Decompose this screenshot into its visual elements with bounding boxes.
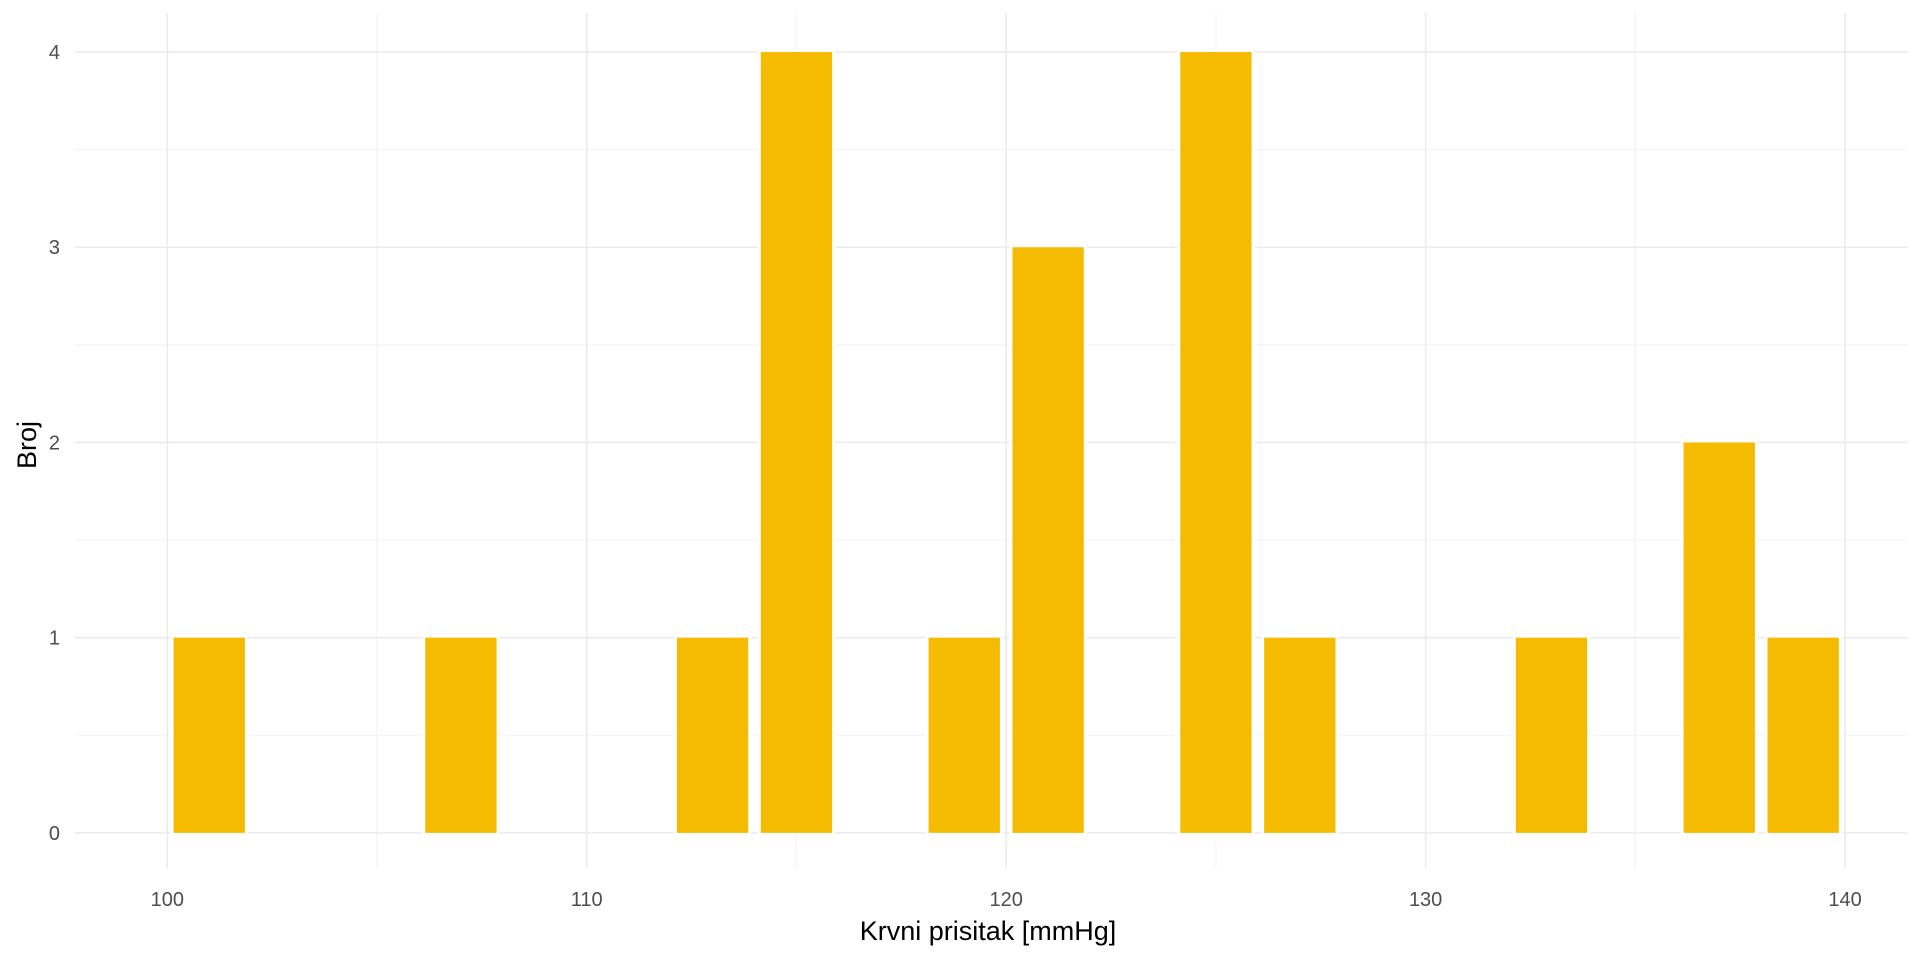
bar-4	[928, 637, 1000, 833]
bar-10	[1767, 637, 1839, 833]
x-axis-ticks: 100 110 120 130 140	[151, 889, 1862, 911]
bars	[170, 49, 1842, 836]
x-tick-label-2: 120	[989, 889, 1022, 911]
bar-8	[1515, 637, 1588, 833]
bar-7	[1264, 637, 1336, 833]
y-axis-ticks: 0 1 2 3 4	[49, 42, 60, 845]
bar-3	[760, 52, 833, 833]
bar-6	[1180, 52, 1252, 833]
x-tick-label-0: 100	[151, 889, 184, 911]
y-tick-label-2: 2	[49, 432, 60, 454]
bar-0	[173, 637, 245, 833]
y-tick-label-3: 3	[49, 237, 60, 259]
bar-1	[425, 637, 497, 833]
y-tick-label-0: 0	[49, 823, 60, 845]
y-axis-title: Broj	[12, 421, 42, 469]
x-tick-label-1: 110	[571, 889, 603, 911]
x-tick-label-4: 140	[1828, 889, 1861, 911]
x-axis-title: Krvni prisitak [mmHg]	[860, 916, 1117, 946]
x-tick-label-3: 130	[1409, 889, 1442, 911]
bar-5	[1012, 247, 1084, 833]
y-tick-label-4: 4	[49, 42, 60, 64]
y-tick-label-1: 1	[49, 628, 60, 650]
bar-9	[1683, 442, 1755, 833]
bar-2	[676, 637, 749, 833]
